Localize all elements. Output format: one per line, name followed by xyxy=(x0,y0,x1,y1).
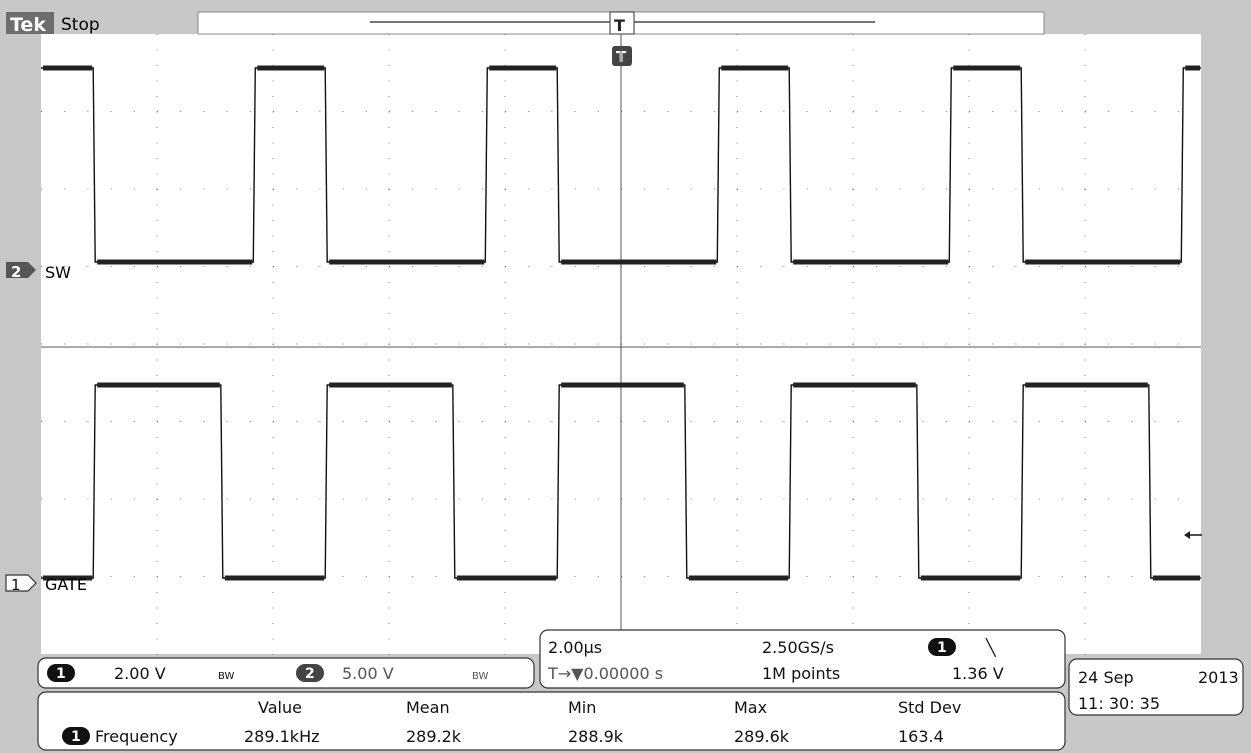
svg-text:1: 1 xyxy=(56,666,66,682)
timebase: 2.00µs xyxy=(548,638,602,657)
measurement-value: 289.1kHz xyxy=(244,727,320,746)
sample-rate: 2.50GS/s xyxy=(762,638,834,657)
trigger-position: T→▼0.00000 s xyxy=(547,664,663,683)
measurement-max: 289.6k xyxy=(734,727,790,746)
trigger-position-marker[interactable]: T xyxy=(609,11,635,35)
horizontal-readout[interactable]: 2.00µs 2.50GS/s 1 ╲ T→▼0.00000 s 1M poin… xyxy=(539,629,1066,689)
col-header-value: Value xyxy=(258,698,302,717)
measurement-name: Frequency xyxy=(95,727,178,746)
datetime-readout: 24 Sep 2013 11: 30: 35 xyxy=(1068,658,1244,716)
channel-2-marker[interactable]: 2 xyxy=(6,262,36,281)
svg-text:T: T xyxy=(614,16,625,35)
trigger-level-arrow-icon[interactable] xyxy=(1184,531,1202,539)
ch1-scale: 2.00 V xyxy=(114,664,166,683)
col-header-min: Min xyxy=(568,698,596,717)
ch2-bw-limit: BW xyxy=(472,671,489,682)
time: 11: 30: 35 xyxy=(1078,694,1160,713)
svg-text:1: 1 xyxy=(937,640,947,656)
measurement-min: 288.9k xyxy=(568,727,624,746)
channel-1-marker[interactable]: 1 xyxy=(5,574,37,594)
measurement-panel[interactable]: Value Mean Min Max Std Dev 1 Frequency 2… xyxy=(37,691,1066,751)
date: 24 Sep xyxy=(1078,668,1134,687)
svg-text:1: 1 xyxy=(11,576,21,594)
ch2-scale: 5.00 V xyxy=(342,664,394,683)
col-header-stddev: Std Dev xyxy=(898,698,961,717)
svg-text:2: 2 xyxy=(11,263,21,281)
waveform-noise xyxy=(43,65,1200,581)
brand-label: Tek xyxy=(10,14,46,36)
brand-logo xyxy=(6,12,54,34)
ch1-bw-limit: BW xyxy=(218,671,235,682)
col-header-max: Max xyxy=(734,698,767,717)
channel-1-label: GATE xyxy=(45,575,87,594)
measurement-stddev: 163.4 xyxy=(898,727,944,746)
col-header-mean: Mean xyxy=(406,698,450,717)
vertical-readout[interactable]: 1 2.00 V BW 2 5.00 V BW xyxy=(37,657,535,689)
acquisition-state: Stop xyxy=(61,15,100,35)
svg-text:2: 2 xyxy=(305,666,315,682)
grid-dots xyxy=(41,34,1179,655)
year: 2013 xyxy=(1198,668,1239,687)
trigger-slope-icon: ╲ xyxy=(985,638,997,657)
channel-2-label: SW xyxy=(45,263,71,282)
record-length: 1M points xyxy=(762,664,840,683)
trigger-marker-inner: T xyxy=(612,46,632,66)
trigger-level: 1.36 V xyxy=(952,664,1004,683)
svg-text:1: 1 xyxy=(71,729,81,745)
measurement-mean: 289.2k xyxy=(406,727,462,746)
